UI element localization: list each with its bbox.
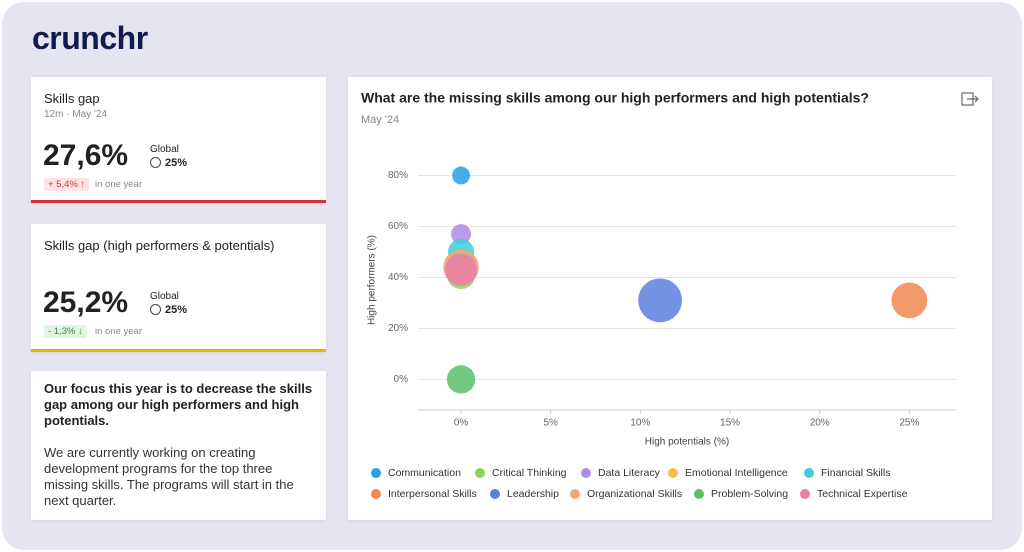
chart-card: What are the missing skills among our hi… xyxy=(348,77,992,520)
y-tick-label: 20% xyxy=(388,323,408,334)
change-badge: + 5,4% ↑ xyxy=(44,178,90,191)
legend-swatch xyxy=(371,468,381,478)
x-tick-label: 10% xyxy=(630,418,650,429)
target-icon xyxy=(150,304,161,315)
legend-label: Critical Thinking xyxy=(492,467,567,479)
x-tick-label: 15% xyxy=(720,418,740,429)
chart: What are the missing skills among our hi… xyxy=(361,90,979,500)
bubble xyxy=(444,253,478,286)
global-label: Global xyxy=(150,144,179,155)
legend-label: Technical Expertise xyxy=(817,488,908,500)
bubble xyxy=(891,282,928,319)
x-tick-label: 0% xyxy=(454,418,469,429)
change-badge: - 1,3% ↓ xyxy=(44,325,87,338)
legend-swatch xyxy=(581,468,591,478)
chart-title: What are the missing skills among our hi… xyxy=(361,90,869,106)
focus-body: We are currently working on creating dev… xyxy=(44,445,294,508)
export-icon[interactable] xyxy=(961,92,979,106)
target-icon xyxy=(150,157,161,168)
y-tick-label: 60% xyxy=(388,221,408,232)
legend-label: Emotional Intelligence xyxy=(685,467,788,479)
legend-swatch xyxy=(804,468,814,478)
kpi-value: 27,6% xyxy=(43,139,129,172)
x-tick-label: 5% xyxy=(543,418,558,429)
change-note: in one year xyxy=(95,179,143,190)
legend-swatch xyxy=(371,489,381,499)
kpi-value: 25,2% xyxy=(43,286,129,319)
bubble xyxy=(451,224,472,245)
bubble xyxy=(452,166,470,185)
legend-swatch xyxy=(800,489,810,499)
legend-label: Organizational Skills xyxy=(587,488,682,500)
legend-swatch xyxy=(490,489,500,499)
card-title: Skills gap xyxy=(44,91,100,106)
global-value: 25% xyxy=(165,157,188,169)
legend-swatch xyxy=(570,489,580,499)
change-note: in one year xyxy=(95,326,143,337)
x-tick-label: 25% xyxy=(899,418,919,429)
kpi-card[interactable]: Skills gap (high performers & potentials… xyxy=(31,224,326,352)
legend-label: Leadership xyxy=(507,488,559,500)
legend-label: Problem-Solving xyxy=(711,488,788,500)
y-tick-label: 0% xyxy=(394,374,409,385)
change: - 1,3% xyxy=(48,326,76,337)
x-tick-label: 20% xyxy=(810,418,830,429)
bubble xyxy=(638,278,683,323)
global-label: Global xyxy=(150,291,179,302)
focus-heading: Our focus this year is to decrease the s… xyxy=(44,381,313,428)
logo: crunchr xyxy=(32,20,148,56)
card-title: Skills gap (high performers & potentials… xyxy=(44,238,275,253)
legend-label: Data Literacy xyxy=(598,467,661,479)
y-axis-title: High performers (%) xyxy=(367,235,378,325)
legend-label: Interpersonal Skills xyxy=(388,488,477,500)
chart-subtitle: May '24 xyxy=(361,114,399,126)
focus-card: Our focus this year is to decrease the s… xyxy=(31,371,326,520)
legend-swatch xyxy=(694,489,704,499)
card-subtitle: 12m · May '24 xyxy=(44,109,108,120)
x-axis-title: High potentials (%) xyxy=(645,437,729,448)
y-tick-label: 40% xyxy=(388,272,408,283)
legend-swatch xyxy=(475,468,485,478)
kpi-card[interactable]: Skills gap 12m · May '24 27,6% Global 25… xyxy=(31,77,326,203)
bubble xyxy=(446,365,476,394)
change: + 5,4% xyxy=(48,179,78,190)
global-value: 25% xyxy=(165,304,188,316)
legend-label: Financial Skills xyxy=(821,467,890,479)
y-tick-label: 80% xyxy=(388,170,408,181)
legend-swatch xyxy=(668,468,678,478)
legend-label: Communication xyxy=(388,467,461,479)
